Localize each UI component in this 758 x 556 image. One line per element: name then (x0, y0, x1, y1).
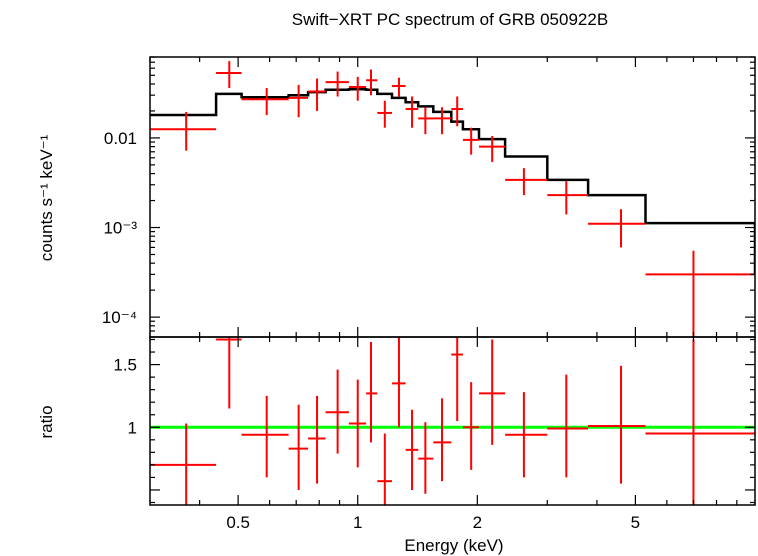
spectrum-ytick-label: 10⁻³ (103, 219, 137, 238)
spectrum-point-3 (288, 84, 309, 118)
spectrum-point-6 (348, 76, 367, 101)
spectrum-point-15 (479, 136, 506, 162)
x-tick-label: 1 (353, 513, 362, 532)
spectrum-point-13 (451, 96, 463, 127)
spectrum-point-18 (588, 209, 646, 248)
spectrum-ytick-label: 0.01 (104, 129, 137, 148)
spectrum-point-5 (325, 71, 349, 97)
ratio-point-3 (288, 404, 309, 490)
spectrum-point-9 (392, 77, 406, 97)
ratio-point-14 (462, 382, 480, 470)
x-tick-label: 0.5 (226, 513, 250, 532)
spectrum-frame (149, 56, 756, 338)
ratio-point-9 (392, 337, 406, 428)
spectrum-point-14 (462, 127, 480, 155)
ratio-plot-group (150, 337, 755, 505)
ratio-point-7 (366, 342, 378, 443)
spectrum-point-4 (308, 78, 326, 111)
model-step-line (150, 87, 755, 275)
spectrum-plot-group (150, 61, 755, 337)
x-tick-label: 2 (473, 513, 482, 532)
spectrum-ytick-label: 10⁻⁴ (102, 308, 137, 327)
ratio-ylabel: ratio (37, 405, 56, 438)
spectrum-point-11 (418, 107, 434, 135)
spectrum-point-8 (377, 100, 393, 128)
spectrum-ylabel: counts s⁻¹ keV⁻¹ (37, 134, 56, 261)
ratio-point-4 (308, 395, 326, 484)
ratio-point-16 (505, 392, 548, 478)
spectrum-point-16 (505, 168, 548, 196)
x-tick-label: 5 (631, 513, 640, 532)
spectrum-point-7 (366, 69, 378, 96)
ratio-point-6 (348, 379, 367, 468)
ratio-point-10 (405, 409, 419, 490)
ratio-point-2 (241, 395, 289, 478)
ratio-frame (149, 336, 756, 506)
spectrum-point-10 (405, 96, 419, 128)
ratio-point-19 (645, 339, 755, 505)
spectrum-point-0 (150, 111, 217, 151)
ratio-point-18 (588, 365, 646, 484)
ratio-ytick-label: 1.5 (113, 356, 137, 375)
chart-title: Swift−XRT PC spectrum of GRB 050922B (292, 10, 608, 29)
spectrum-point-19 (645, 250, 755, 337)
ratio-point-13 (451, 337, 463, 421)
ratio-point-12 (433, 398, 452, 482)
ratio-point-1 (216, 337, 242, 409)
ratio-point-15 (479, 339, 506, 445)
ratio-point-17 (547, 374, 589, 478)
ratio-point-5 (325, 369, 349, 454)
x-axis-label: Energy (keV) (404, 536, 503, 555)
spectrum-point-2 (241, 88, 289, 116)
spectrum-point-12 (433, 107, 452, 135)
spectrum-point-1 (216, 61, 242, 89)
spectrum-point-17 (547, 181, 589, 215)
ratio-point-0 (150, 423, 217, 505)
ratio-ytick-label: 1 (128, 418, 137, 437)
ratio-point-11 (418, 422, 434, 494)
ratio-point-8 (377, 433, 393, 505)
